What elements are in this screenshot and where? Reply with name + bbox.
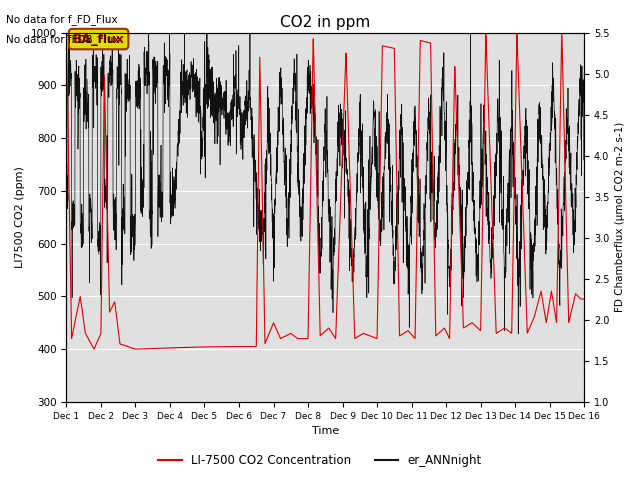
- Legend: LI-7500 CO2 Concentration, er_ANNnight: LI-7500 CO2 Concentration, er_ANNnight: [153, 449, 487, 472]
- X-axis label: Time: Time: [312, 426, 339, 436]
- Y-axis label: LI7500 CO2 (ppm): LI7500 CO2 (ppm): [15, 166, 25, 268]
- Title: CO2 in ppm: CO2 in ppm: [280, 15, 371, 30]
- Y-axis label: FD Chamberflux (μmol CO2 m-2 s-1): FD Chamberflux (μmol CO2 m-2 s-1): [615, 122, 625, 312]
- Text: No data for f_FD_Flux: No data for f_FD_Flux: [6, 14, 118, 25]
- Text: No data for f̅FD̅B_Flux: No data for f̅FD̅B_Flux: [6, 34, 120, 45]
- Text: BA_flux: BA_flux: [72, 33, 125, 46]
